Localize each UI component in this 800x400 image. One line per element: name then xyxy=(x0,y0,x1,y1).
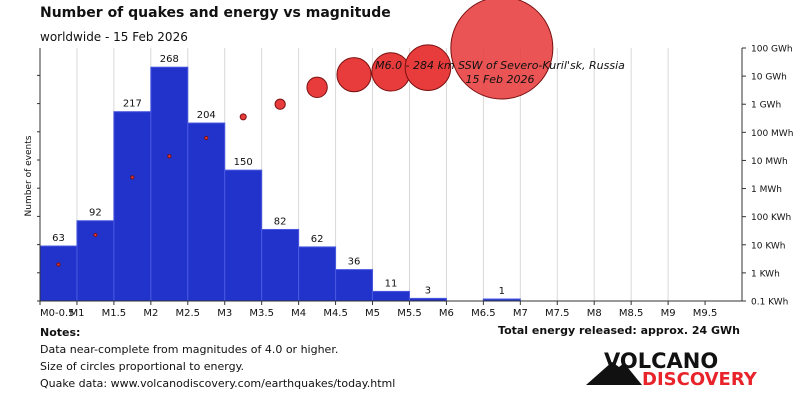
annotation-date: 15 Feb 2026 xyxy=(465,73,534,86)
volcanodiscovery-logo: VOLCANO DISCOVERY xyxy=(586,349,758,388)
x-tick-label-5: M3 xyxy=(217,308,232,319)
volcano-mountain-icon xyxy=(586,362,642,385)
bar-label-8: 36 xyxy=(348,257,361,268)
bar-label-4: 204 xyxy=(197,110,216,121)
energy-circles xyxy=(56,0,554,267)
chart-subtitle: worldwide - 15 Feb 2026 xyxy=(40,30,188,44)
x-tick-label-13: M7 xyxy=(513,308,528,319)
note-completeness: Data near-complete from magnitudes of 4.… xyxy=(40,343,339,356)
bar-label-0: 63 xyxy=(52,233,65,244)
energy-circle-5 xyxy=(239,113,247,121)
bar-label-6: 82 xyxy=(274,216,287,227)
x-tick-label-0: M0-0.5 xyxy=(40,308,75,319)
x-tick-label-7: M4 xyxy=(291,308,306,319)
x-tick-label-2: M1.5 xyxy=(102,308,127,319)
x-tick-label-6: M3.5 xyxy=(249,308,274,319)
x-tick-labels: M0-0.5M1 M1.5 M2 M2.5 M3 M3.5 M4 M4.5 M5 M5.5 M6 M6… xyxy=(40,308,717,319)
bar-1 xyxy=(76,220,115,302)
bar-7 xyxy=(298,246,337,302)
energy-circle-6 xyxy=(274,98,286,110)
energy-tick-label-1: 1 KWh xyxy=(751,269,780,279)
notes-block: Notes: Data near-complete from magnitude… xyxy=(40,324,395,392)
x-tick-label-3: M2 xyxy=(143,308,158,319)
x-tick-label-15: M8 xyxy=(587,308,602,319)
energy-tick-label-5: 10 MWh xyxy=(751,157,788,167)
bar-label-7: 62 xyxy=(311,234,324,245)
x-tick-label-1: M1 xyxy=(69,308,84,319)
bar-8 xyxy=(335,269,374,302)
x-tick-label-9: M5 xyxy=(365,308,380,319)
logo-word-discovery: DISCOVERY xyxy=(642,369,758,388)
bar-label-10: 3 xyxy=(425,285,431,296)
note-data-source: Quake data: www.volcanodiscovery.com/ear… xyxy=(40,377,396,390)
energy-tick-label-2: 10 KWh xyxy=(751,241,786,251)
chart-axes xyxy=(37,47,746,305)
energy-circle-11 xyxy=(450,0,554,100)
energy-circle-2 xyxy=(130,175,135,180)
logo-word-volcano: VOLCANO xyxy=(604,349,718,373)
x-tick-label-8: M4.5 xyxy=(323,308,348,319)
energy-tick-label-8: 10 GWh xyxy=(751,73,787,83)
bar-label-3: 268 xyxy=(160,54,179,65)
bar-4 xyxy=(187,122,226,302)
x-tick-label-14: M7.5 xyxy=(545,308,570,319)
energy-tick-label-7: 1 GWh xyxy=(751,101,781,111)
histogram-bars xyxy=(39,66,521,302)
bar-count-labels: 63 92 217 268 204 150 82 62 36 11 3 1 xyxy=(52,54,505,297)
bar-2 xyxy=(113,111,152,302)
energy-circle-8 xyxy=(336,57,372,93)
bar-6 xyxy=(261,228,300,302)
x-tick-label-16: M8.5 xyxy=(619,308,644,319)
x-tick-label-4: M2.5 xyxy=(176,308,201,319)
bar-label-1: 92 xyxy=(89,208,102,219)
annotation-location: M6.0 - 284 km SSW of Severo-Kuril'sk, Ru… xyxy=(375,59,625,72)
bar-3 xyxy=(150,66,189,302)
bar-9 xyxy=(372,290,410,302)
x-tick-label-17: M9 xyxy=(661,308,676,319)
energy-tick-label-3: 100 KWh xyxy=(751,213,791,223)
energy-circle-10 xyxy=(404,44,452,91)
note-circle-size: Size of circles proportional to energy. xyxy=(40,360,245,373)
bar-5 xyxy=(224,169,263,302)
x-tick-label-10: M5.5 xyxy=(397,308,422,319)
energy-tick-label-9: 100 GWh xyxy=(751,45,793,55)
x-tick-label-12: M6.5 xyxy=(471,308,496,319)
bar-label-12: 1 xyxy=(499,286,505,297)
energy-circle-1 xyxy=(93,232,98,238)
energy-circle-3 xyxy=(167,154,172,159)
bar-label-5: 150 xyxy=(234,157,253,168)
energy-tick-label-6: 100 MWh xyxy=(751,129,793,139)
energy-circle-7 xyxy=(306,76,328,99)
x-tick-label-18: M9.5 xyxy=(693,308,718,319)
energy-circle-0 xyxy=(56,262,61,267)
largest-quake-annotation: M6.0 - 284 km SSW of Severo-Kuril'sk, Ru… xyxy=(375,59,625,86)
chart-title: Number of quakes and energy vs magnitude xyxy=(40,5,391,21)
energy-tick-labels: 0.1 KWh 1 KWh 10 KWh 100 KWh 1 MWh 10 MWh 100 … xyxy=(751,45,793,308)
bar-0 xyxy=(39,245,78,302)
energy-circle-4 xyxy=(204,135,209,141)
energy-tick-label-4: 1 MWh xyxy=(751,185,782,195)
energy-tick-label-0: 0.1 KWh xyxy=(751,298,788,308)
y-axis-label: Number of events xyxy=(24,135,34,216)
total-energy: Total energy released: approx. 24 GWh xyxy=(498,324,740,337)
bar-label-9: 11 xyxy=(385,278,398,289)
notes-heading: Notes: xyxy=(40,326,81,339)
bar-label-2: 217 xyxy=(123,99,142,110)
x-tick-label-11: M6 xyxy=(439,308,454,319)
